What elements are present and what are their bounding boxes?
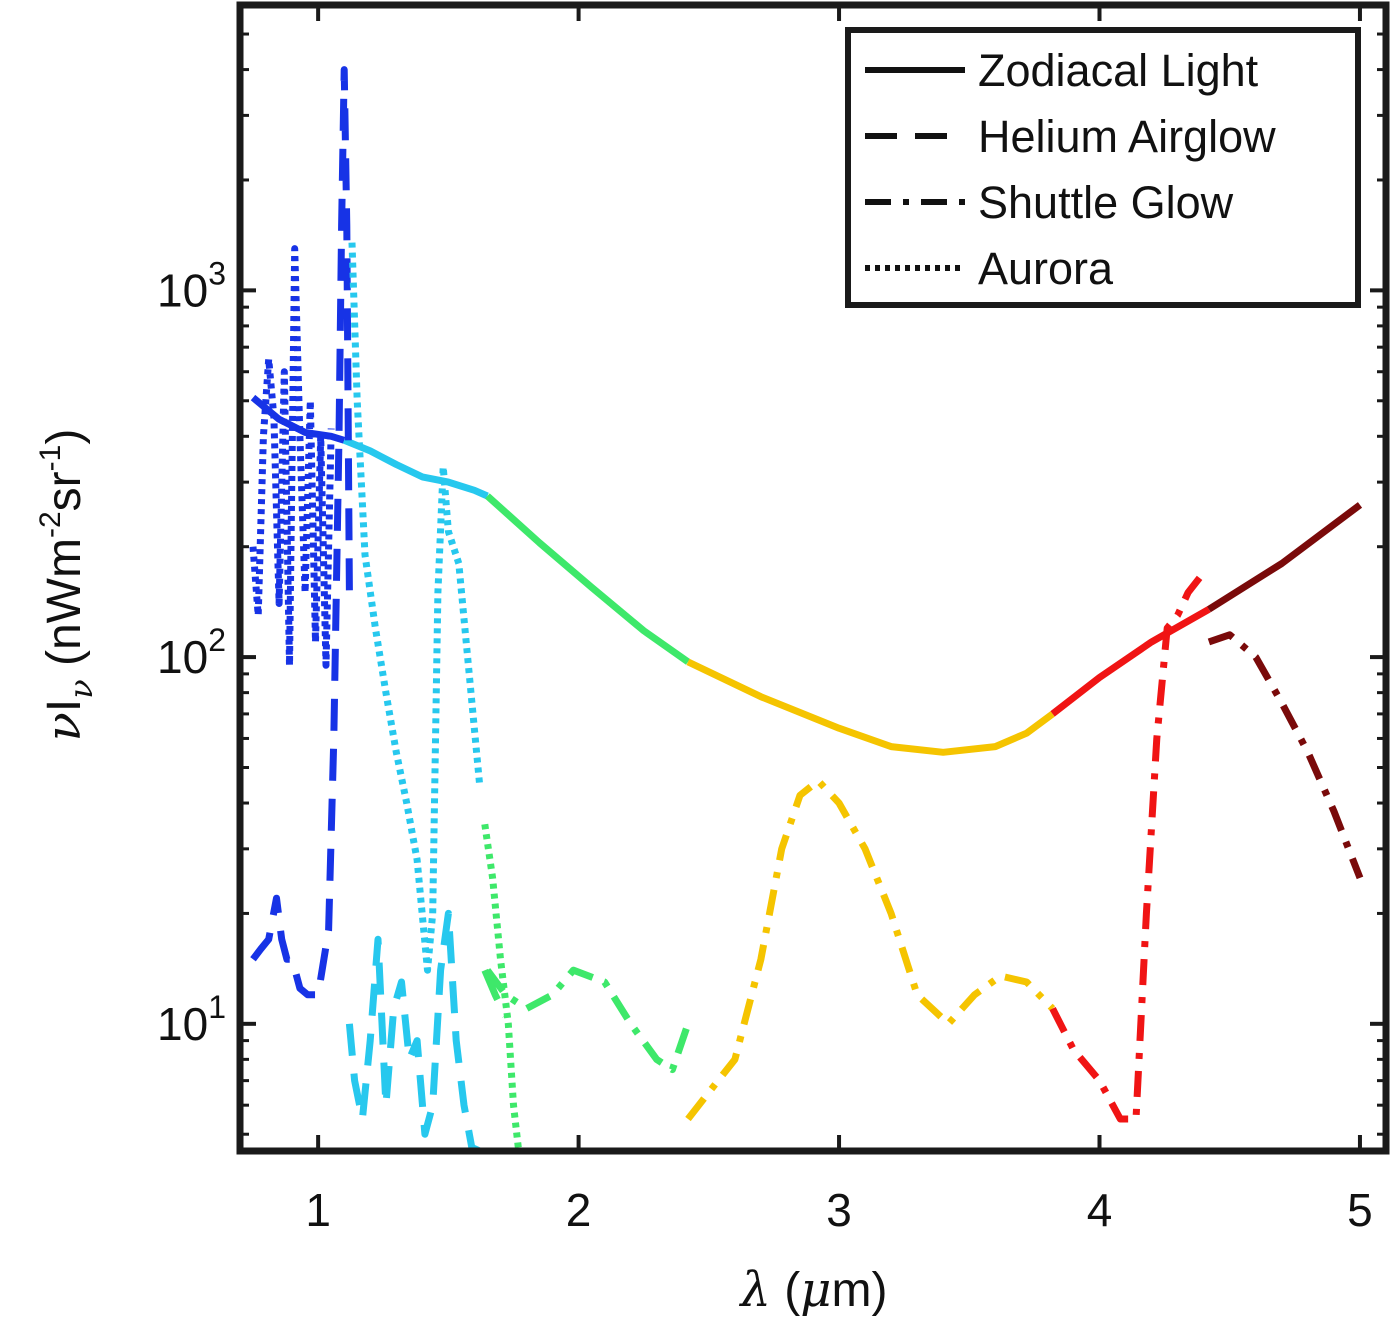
x-tick-label: 2 <box>566 1184 592 1236</box>
legend-items: Zodiacal Light Helium Airglow Shuttle Glow… <box>865 45 1276 294</box>
series-zodiacal-light-band5 <box>1050 606 1211 717</box>
legend: Zodiacal Light Helium Airglow Shuttle Glow… <box>845 27 1361 308</box>
series-zodiacal-light-band4 <box>686 658 1055 756</box>
series-shuttle-glow-band5 <box>1049 570 1207 1123</box>
x-tick-label: 5 <box>1347 1184 1373 1236</box>
y-tick-label: 102 <box>157 622 226 683</box>
legend-box <box>845 27 1361 308</box>
series-shuttle-glow-band6 <box>1207 631 1364 880</box>
series-helium-airglow-band2 <box>345 909 482 1155</box>
series-layer <box>249 66 1364 1155</box>
x-tick-label: 1 <box>305 1184 331 1236</box>
series-helium-airglow-band3 <box>481 968 509 1018</box>
y-tick-label: 103 <box>157 255 226 316</box>
x-axis-label: λ (μm) <box>739 1262 888 1318</box>
tick-layer: 1 2 3 4 5 101 102 103 <box>157 3 1386 1236</box>
series-zodiacal-light-band2 <box>342 437 489 500</box>
series-shuttle-glow-band4 <box>685 777 1056 1122</box>
series-helium-airglow-band1 <box>250 66 353 999</box>
series-aurora-band3 <box>481 823 523 1152</box>
legend-label: Helium Airglow <box>978 111 1276 162</box>
y-axis-label: νIν (nWm-2sr-1) <box>34 429 100 742</box>
legend-label: Zodiacal Light <box>978 45 1259 96</box>
series-zodiacal-light-band1 <box>250 394 346 444</box>
legend-label: Shuttle Glow <box>978 177 1234 228</box>
y-tick-label: 101 <box>157 989 226 1050</box>
series-shuttle-glow-band3 <box>484 966 692 1074</box>
legend-label: Aurora <box>978 243 1114 294</box>
series-zodiacal-light-band6 <box>1207 502 1363 613</box>
plot-frame <box>236 1 1390 1155</box>
x-tick-label: 4 <box>1087 1184 1113 1236</box>
series-aurora-band1 <box>249 245 335 669</box>
x-tick-label: 3 <box>826 1184 852 1236</box>
series-zodiacal-light-band3 <box>485 493 691 665</box>
